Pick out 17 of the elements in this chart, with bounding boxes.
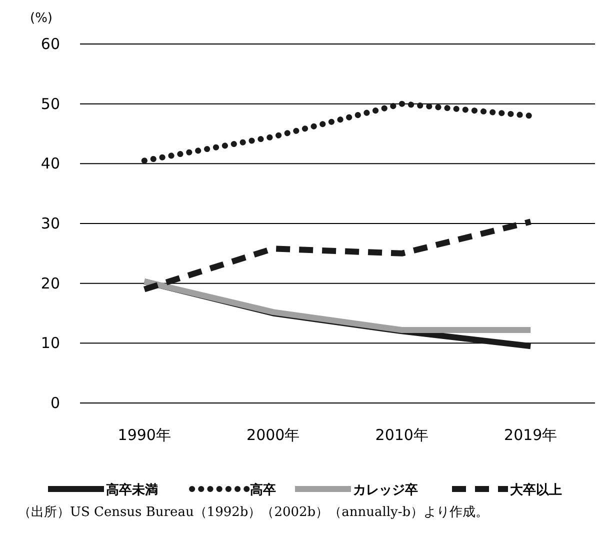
y-axis-title: (%): [30, 11, 52, 26]
text: （出所）US Census Bureau（1992b）（2002b）（annually-b）より作成。: [18, 505, 489, 520]
y-tick-label: 40: [40, 154, 60, 173]
y-tick-label: 0: [50, 394, 60, 412]
legend-label: カレッジ卒: [353, 482, 418, 498]
y-tick-label: 30: [40, 214, 60, 232]
legend-label: 高卒: [250, 482, 276, 498]
legend-label: 高卒未満: [106, 482, 158, 498]
y-tick-label: 10: [40, 334, 60, 352]
x-tick-label: 1990年: [118, 426, 171, 444]
legend-label: 大卒以上: [510, 482, 562, 498]
x-tick-label: 2019年: [504, 426, 558, 444]
x-tick-label: 2010年: [375, 426, 428, 444]
y-tick-label: 50: [40, 94, 60, 113]
y-tick-label: 20: [40, 274, 60, 292]
y-tick-label: 60: [40, 35, 60, 53]
x-tick-label: 2000年: [246, 426, 300, 444]
